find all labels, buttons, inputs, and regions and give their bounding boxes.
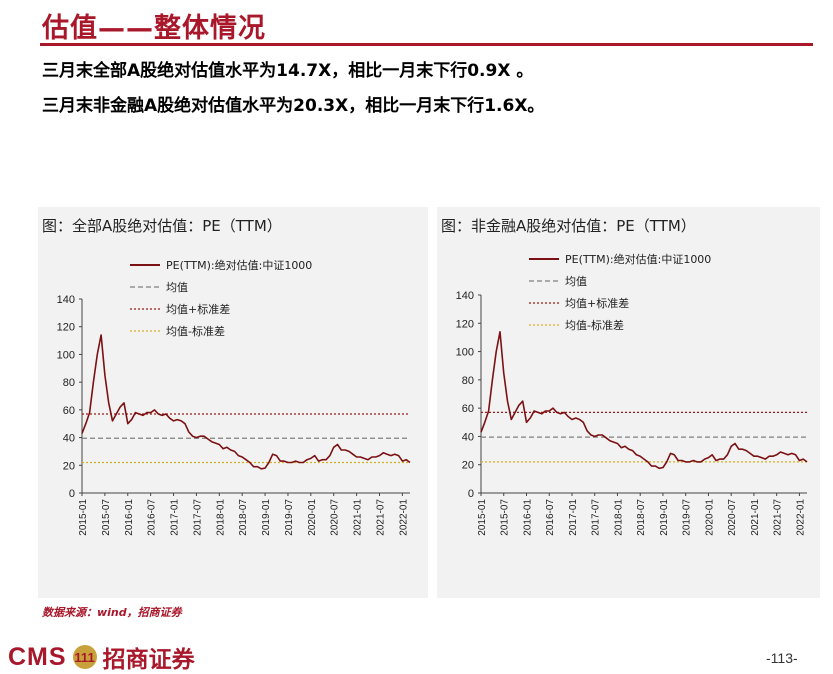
chart-panel-all-a: 图：全部A股绝对估值：PE（TTM） 0 20 40 60 80 100 120 140 201… [38, 207, 428, 598]
x-tick-label: 2017-07 [591, 499, 602, 536]
brand-logo-text: CMS [8, 642, 67, 671]
x-tick-label: 2022-01 [398, 499, 409, 536]
x-tick-label: 2019-01 [659, 499, 670, 536]
y-tick-label: 0 [468, 488, 474, 500]
brand-name-cn: 招商证券 [102, 647, 195, 673]
brand-emblem-icon: 111 [72, 645, 97, 669]
y-tick-label: 80 [63, 377, 75, 389]
data-source-note: 数据来源：wind，招商证券 [42, 606, 182, 619]
series-line-pe-ttm [480, 331, 808, 470]
x-tick-label: 2021-07 [773, 499, 784, 536]
legend-label: 均值-标准差 [166, 324, 225, 338]
x-tick-label: 2016-07 [545, 499, 556, 536]
legend-label: 均值-标准差 [565, 318, 624, 332]
title-divider [40, 43, 813, 46]
x-tick-label: 2019-07 [284, 499, 295, 536]
x-tick-label: 2015-01 [78, 499, 89, 536]
x-tick-label: 2019-07 [682, 499, 693, 536]
chart-panel-non-financial: 图：非金融A股绝对估值：PE（TTM） 0 20 40 60 80 100 120 140 20… [437, 207, 820, 598]
y-tick-label: 20 [63, 460, 75, 472]
legend-label: PE(TTM):绝对估值:中证1000 [565, 252, 711, 266]
series-line-pe-ttm [81, 334, 411, 470]
y-tick-label: 140 [57, 294, 75, 306]
x-tick-label: 2018-01 [613, 499, 624, 536]
y-tick-label: 120 [456, 318, 474, 330]
x-tick-label: 2018-07 [636, 499, 647, 536]
x-tick-label: 2016-07 [147, 499, 158, 536]
footer-brand: CMS 111 招商证券 [8, 642, 195, 674]
pe-chart-non-financial: 0 20 40 60 80 100 120 140 2015-01 2015-07 2016-01 2… [456, 252, 808, 536]
chart-title: 图：非金融A股绝对估值：PE（TTM） [441, 217, 696, 235]
y-tick-label: 60 [63, 405, 75, 417]
y-tick-label: 40 [63, 433, 75, 445]
page-number: -113- [766, 650, 798, 666]
y-tick-label: 0 [69, 488, 75, 500]
legend-label: 均值+标准差 [565, 296, 629, 310]
x-tick-label: 2022-01 [795, 499, 806, 536]
summary-line-all-a: 三月末全部A股绝对估值水平为14.7X，相比一月末下行0.9X 。 [42, 61, 534, 81]
x-tick-label: 2021-01 [750, 499, 761, 536]
legend-label: 均值 [565, 275, 587, 288]
x-tick-label: 2016-01 [522, 499, 533, 536]
y-tick-label: 100 [456, 347, 474, 359]
y-tick-label: 100 [57, 349, 75, 361]
y-tick-label: 20 [462, 460, 474, 472]
x-tick-label: 2015-01 [477, 499, 488, 536]
x-tick-label: 2019-01 [261, 499, 272, 536]
x-tick-label: 2020-01 [704, 499, 715, 536]
y-tick-label: 80 [462, 375, 474, 387]
x-tick-label: 2018-01 [215, 499, 226, 536]
page-title: 估值——整体情况 [42, 13, 266, 44]
x-tick-label: 2020-07 [330, 499, 341, 536]
x-tick-label: 2017-01 [170, 499, 181, 536]
x-tick-label: 2020-07 [727, 499, 738, 536]
summary-line-non-financial: 三月末非金融A股绝对估值水平为20.3X，相比一月末下行1.6X。 [42, 96, 545, 116]
x-tick-label: 2015-07 [500, 499, 511, 536]
x-tick-label: 2020-01 [307, 499, 318, 536]
x-tick-label: 2015-07 [101, 499, 112, 536]
x-tick-label: 2021-07 [375, 499, 386, 536]
x-tick-label: 2017-01 [568, 499, 579, 536]
x-tick-label: 2018-07 [238, 499, 249, 536]
x-tick-label: 2017-07 [192, 499, 203, 536]
y-tick-label: 120 [57, 322, 75, 334]
y-tick-label: 60 [462, 403, 474, 415]
pe-chart-all-a: 0 20 40 60 80 100 120 140 2015-01 2015-07 2016-01 2… [57, 258, 411, 536]
y-tick-label: 140 [456, 290, 474, 302]
legend-label: 均值+标准差 [166, 302, 230, 316]
legend-label: PE(TTM):绝对估值:中证1000 [166, 258, 312, 272]
legend-label: 均值 [166, 281, 188, 294]
y-tick-label: 40 [462, 431, 474, 443]
x-tick-label: 2016-01 [124, 499, 135, 536]
chart-title: 图：全部A股绝对估值：PE（TTM） [42, 217, 282, 235]
x-tick-label: 2021-01 [353, 499, 364, 536]
